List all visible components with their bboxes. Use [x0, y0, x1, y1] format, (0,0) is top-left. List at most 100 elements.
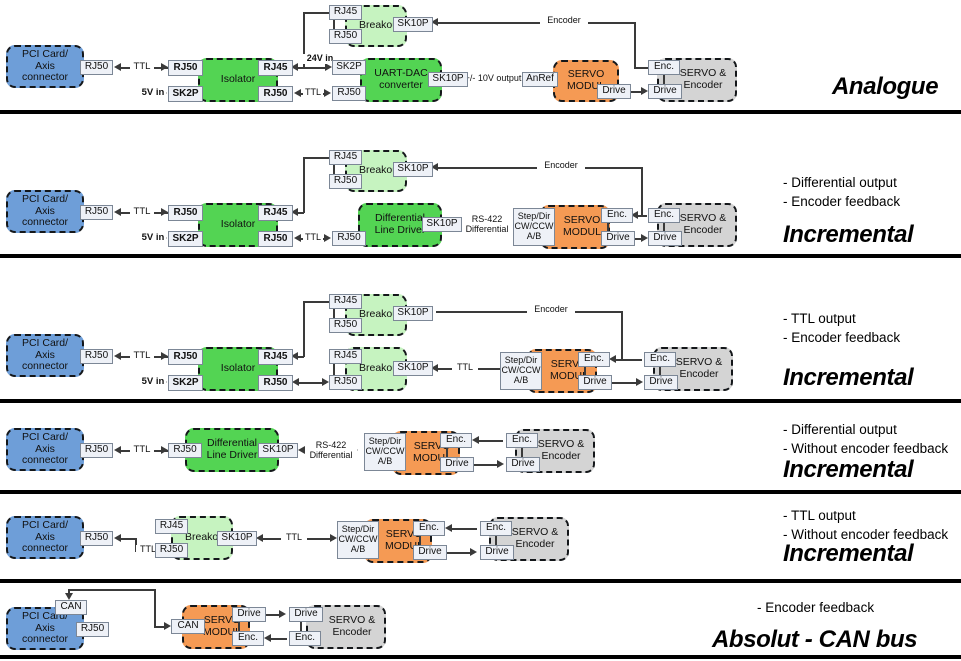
chip-servo-enc[interactable]: Enc. [232, 631, 264, 646]
chip-isolator-rj50-out[interactable]: RJ50 [258, 86, 293, 102]
chip-encoder-drive[interactable]: Drive [648, 84, 682, 99]
chip-isolator-rj45-out[interactable]: RJ45 [258, 349, 293, 365]
chip-breakout-upper-rj50[interactable]: RJ50 [329, 318, 362, 333]
chip-isolator-rj50-in[interactable]: RJ50 [168, 205, 203, 221]
chip-servo-anref[interactable]: AnRef [522, 72, 558, 87]
arrow-left-rj45-isolator [291, 352, 298, 360]
pci-card-block[interactable]: PCI Card/ Axis connector [6, 428, 84, 471]
chip-servo-drive[interactable]: Drive [440, 457, 474, 472]
row-bullets: - TTL output - Encoder feedback [783, 309, 900, 347]
chip-encoder-drive[interactable]: Drive [506, 457, 540, 472]
chip-pci-rj50[interactable]: RJ50 [80, 443, 113, 458]
pci-card-line2: Axis connector [21, 204, 69, 229]
chip-encoder-enc[interactable]: Enc. [506, 433, 538, 448]
chip-servo-enc[interactable]: Enc. [578, 352, 610, 367]
chip-servo-stepdir[interactable]: Step/Dir CW/CCW A/B [513, 208, 555, 246]
stepdir-line1: Step/Dir [517, 211, 551, 222]
arrow-left-ttl-pci [114, 63, 121, 71]
chip-isolator-rj50-in[interactable]: RJ50 [168, 60, 203, 76]
chip-pci-rj50[interactable]: RJ50 [80, 60, 113, 75]
chip-breakout-upper-rj45[interactable]: RJ45 [329, 294, 362, 309]
servo-encoder-block[interactable]: SERVO & Encoder [657, 203, 737, 247]
chip-dld-sk10p[interactable]: SK10P [258, 443, 298, 458]
chip-breakout-upper-sk10p[interactable]: SK10P [393, 306, 433, 321]
chip-encoder-enc[interactable]: Enc. [644, 352, 676, 367]
chip-isolator-sk2p[interactable]: SK2P [168, 231, 203, 247]
wire-junction-24v [303, 67, 328, 69]
chip-servo-enc[interactable]: Enc. [440, 433, 472, 448]
servo-encoder-line2: Encoder [541, 450, 581, 462]
chip-breakout-lower-rj45[interactable]: RJ45 [329, 349, 362, 364]
chip-isolator-sk2p[interactable]: SK2P [168, 86, 203, 102]
chip-uart-sk2p[interactable]: SK2P [332, 60, 366, 75]
chip-pci-rj50[interactable]: RJ50 [80, 531, 113, 546]
chip-breakout-rj45[interactable]: RJ45 [329, 5, 362, 20]
chip-servo-stepdir[interactable]: Step/Dir CW/CCW A/B [500, 352, 542, 390]
chip-breakout-sk10p[interactable]: SK10P [393, 162, 433, 177]
row-bullets: - Differential output - Without encoder … [783, 420, 948, 458]
row-incremental-differential-encoder: PCI Card/ Axis connector RJ50 TTL Isolat… [0, 114, 961, 254]
chip-servo-enc[interactable]: Enc. [601, 208, 633, 223]
chip-servo-stepdir[interactable]: Step/Dir CW/CCW A/B [364, 433, 406, 471]
chip-breakout-rj45[interactable]: RJ45 [329, 150, 362, 165]
chip-pci-rj50[interactable]: RJ50 [80, 349, 113, 364]
servo-modul-line2: MODUL [563, 226, 601, 238]
breakout-label: Breakout [358, 164, 402, 177]
chip-pci-rj50[interactable]: RJ50 [76, 622, 109, 637]
chip-dld-rj50[interactable]: RJ50 [168, 443, 202, 458]
arrow-left-rj45-isolator [291, 63, 298, 71]
pci-card-block[interactable]: PCI Card/ Axis connector [6, 334, 84, 377]
chip-breakout-lower-sk10p[interactable]: SK10P [393, 361, 433, 376]
chip-isolator-sk2p[interactable]: SK2P [168, 375, 203, 391]
pci-card-block[interactable]: PCI Card/ Axis connector [6, 190, 84, 233]
chip-isolator-rj45-out[interactable]: RJ45 [258, 60, 293, 76]
chip-encoder-enc[interactable]: Enc. [648, 208, 680, 223]
arrow-right-rj50-breakout [322, 378, 329, 386]
chip-encoder-drive[interactable]: Drive [480, 545, 514, 560]
chip-encoder-drive[interactable]: Drive [289, 607, 323, 622]
chip-breakout-sk10p[interactable]: SK10P [217, 531, 257, 546]
chip-servo-can[interactable]: CAN [171, 619, 205, 634]
chip-breakout-rj50[interactable]: RJ50 [155, 543, 188, 558]
bullet-2: - Encoder feedback [783, 194, 901, 210]
isolator-label: Isolator [220, 73, 256, 86]
row-separator-3 [0, 399, 961, 403]
chip-encoder-enc[interactable]: Enc. [289, 631, 321, 646]
wire-drive-link [447, 552, 473, 554]
chip-servo-drive[interactable]: Drive [597, 84, 631, 99]
pci-card-block[interactable]: PCI Card/ Axis connector [6, 516, 84, 559]
chip-servo-stepdir[interactable]: Step/Dir CW/CCW A/B [337, 521, 379, 559]
chip-pci-rj50[interactable]: RJ50 [80, 205, 113, 220]
chip-servo-drive[interactable]: Drive [232, 607, 266, 622]
arrow-left-ttl-sk10p [431, 364, 438, 372]
chip-pci-can[interactable]: CAN [55, 600, 87, 615]
bullet-2: - Without encoder feedback [783, 441, 949, 457]
chip-dld-sk10p[interactable]: SK10P [422, 217, 462, 232]
pci-card-block[interactable]: PCI Card/ Axis connector [6, 45, 84, 88]
wire-breakout-to-junction-h [303, 12, 331, 14]
chip-breakout-sk10p[interactable]: SK10P [393, 17, 433, 32]
chip-isolator-rj50-out[interactable]: RJ50 [258, 375, 293, 391]
dld-line1: Differential [375, 212, 425, 225]
chip-uart-sk10p[interactable]: SK10P [428, 72, 468, 87]
chip-isolator-rj45-out[interactable]: RJ45 [258, 205, 293, 221]
chip-encoder-enc[interactable]: Enc. [648, 60, 680, 75]
arrow-right-can-servo [164, 622, 171, 630]
chip-uart-rj50[interactable]: RJ50 [332, 86, 366, 101]
chip-breakout-rj50[interactable]: RJ50 [329, 174, 362, 189]
arrow-left-rs422-sk10p [298, 446, 305, 454]
chip-breakout-lower-rj50[interactable]: RJ50 [329, 375, 362, 390]
chip-encoder-drive[interactable]: Drive [644, 375, 678, 390]
chip-isolator-rj50-out[interactable]: RJ50 [258, 231, 293, 247]
chip-servo-drive[interactable]: Drive [578, 375, 612, 390]
chip-servo-enc[interactable]: Enc. [413, 521, 445, 536]
chip-encoder-enc[interactable]: Enc. [480, 521, 512, 536]
chip-encoder-drive[interactable]: Drive [648, 231, 682, 246]
chip-isolator-rj50-in[interactable]: RJ50 [168, 349, 203, 365]
label-rs422-line1: RS-422 [315, 440, 347, 450]
chip-breakout-rj50[interactable]: RJ50 [329, 29, 362, 44]
chip-breakout-rj45[interactable]: RJ45 [155, 519, 188, 534]
chip-servo-drive[interactable]: Drive [601, 231, 635, 246]
chip-servo-drive[interactable]: Drive [413, 545, 447, 560]
chip-dld-rj50[interactable]: RJ50 [332, 231, 366, 246]
